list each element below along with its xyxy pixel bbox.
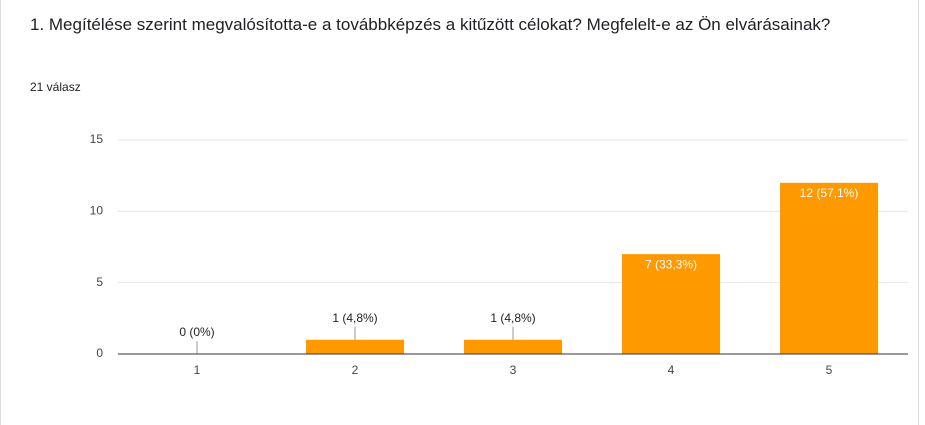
response-count: 21 válasz xyxy=(30,80,81,94)
y-tick-label: 15 xyxy=(90,132,104,146)
bar xyxy=(780,182,878,354)
value-label: 7 (33,3%) xyxy=(645,257,697,271)
x-tick-label: 3 xyxy=(510,363,517,377)
y-tick-label: 0 xyxy=(96,346,103,360)
y-tick-label: 5 xyxy=(96,275,103,289)
x-tick-label: 4 xyxy=(668,363,675,377)
bar xyxy=(464,339,562,354)
value-label: 1 (4,8%) xyxy=(490,311,535,325)
y-tick-label: 10 xyxy=(90,204,104,218)
value-label: 0 (0%) xyxy=(179,325,214,339)
bar xyxy=(622,254,720,354)
value-label: 1 (4,8%) xyxy=(332,311,377,325)
bar xyxy=(306,339,404,354)
x-tick-label: 1 xyxy=(194,363,201,377)
x-tick-label: 5 xyxy=(826,363,833,377)
question-title: 1. Megítélése szerint megvalósította-e a… xyxy=(30,15,831,34)
value-label: 12 (57,1%) xyxy=(800,186,859,200)
x-tick-label: 2 xyxy=(352,363,359,377)
